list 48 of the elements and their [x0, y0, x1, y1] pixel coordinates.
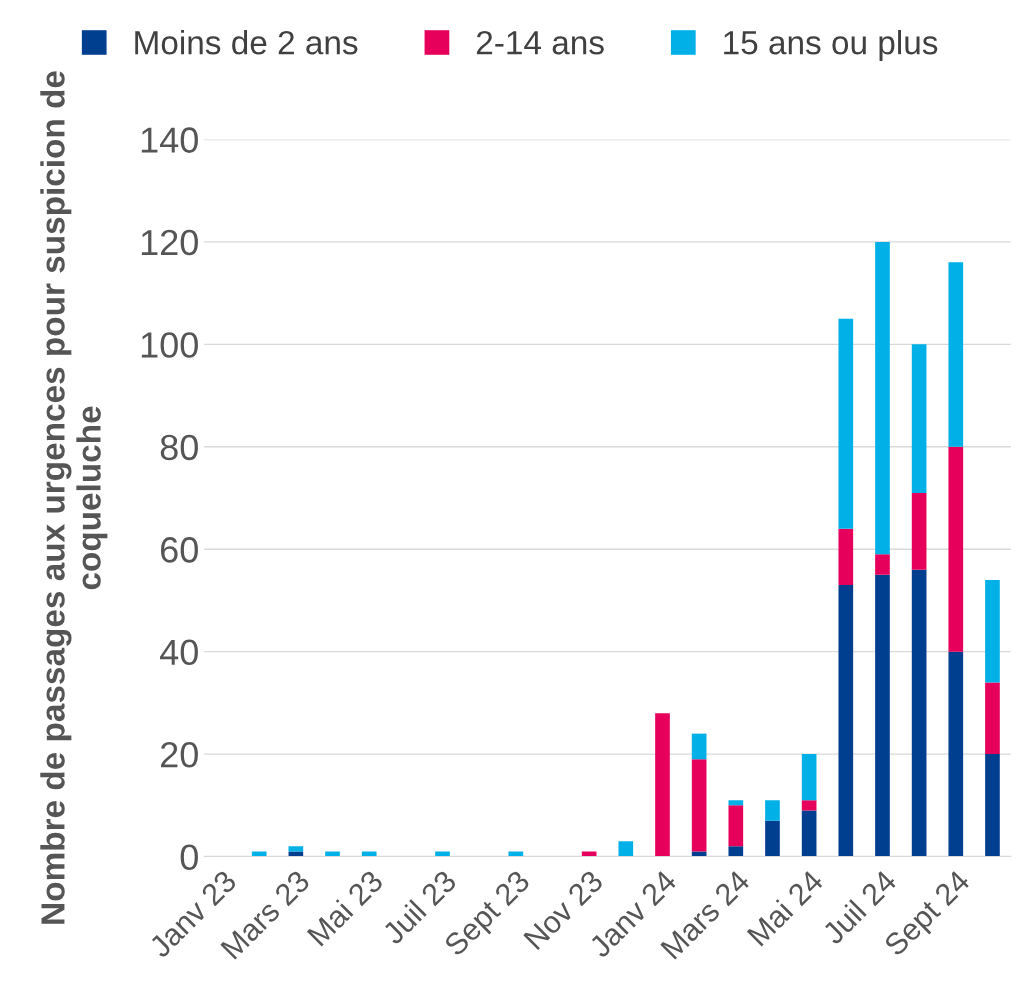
bar — [618, 841, 634, 857]
y-tick-label: 80 — [160, 434, 198, 461]
bar — [875, 554, 890, 575]
bar — [911, 492, 927, 570]
bar — [801, 810, 817, 857]
y-axis-title: Nombre de passages aux urgences pour suspicion de coqueluche — [40, 71, 108, 924]
bar — [911, 344, 927, 493]
bar — [765, 800, 780, 821]
y-tick-label: 120 — [141, 229, 198, 256]
bar — [655, 713, 670, 857]
bar — [948, 651, 964, 857]
bar — [691, 851, 707, 857]
y-tick-label: 20 — [160, 741, 198, 768]
y-tick-label: 0 — [180, 844, 198, 870]
legend-label: Moins de 2 ans — [135, 30, 358, 55]
bar — [728, 800, 744, 806]
bar — [838, 318, 854, 529]
bar — [875, 241, 890, 555]
bar — [435, 851, 450, 857]
legend-label: 15 ans ou plus — [724, 30, 938, 62]
y-tick-label: 140 — [141, 127, 198, 153]
bar — [875, 574, 890, 857]
bar — [325, 851, 340, 857]
bar — [691, 759, 707, 852]
bar — [728, 846, 744, 857]
bar — [288, 846, 304, 852]
bar — [801, 800, 817, 811]
bar — [728, 805, 744, 847]
bar — [251, 851, 267, 857]
bar — [801, 754, 817, 801]
bar — [985, 682, 1000, 755]
bar — [691, 733, 707, 760]
bar — [765, 820, 780, 857]
y-tick-label: 60 — [161, 537, 198, 563]
bar — [288, 851, 304, 857]
y-tick-label: 100 — [141, 332, 198, 358]
bar — [581, 851, 597, 857]
bar — [508, 851, 524, 857]
bar — [838, 585, 854, 857]
y-tick-label: 40 — [160, 639, 198, 666]
bar — [985, 754, 1000, 857]
legend-label: 2-14 ans — [476, 30, 604, 55]
bar — [838, 528, 854, 586]
bar — [948, 262, 964, 447]
bar — [948, 446, 964, 652]
bar — [911, 569, 927, 857]
bar — [361, 851, 377, 857]
bar — [985, 579, 1000, 683]
